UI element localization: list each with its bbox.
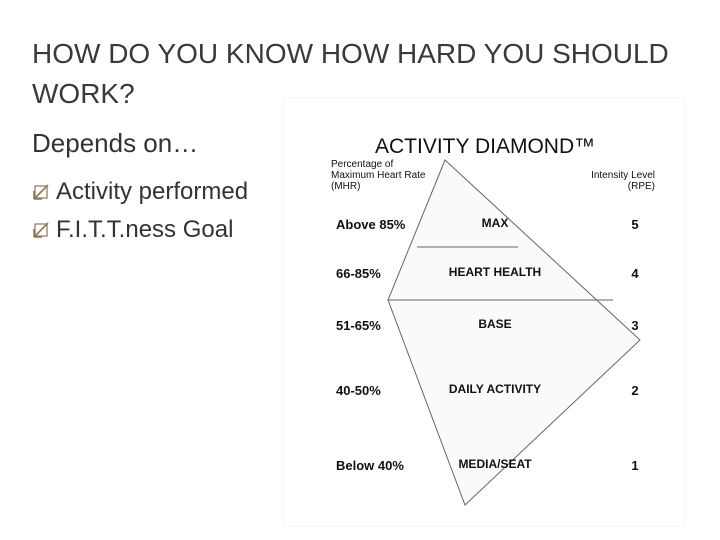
subtitle: Depends on… bbox=[32, 128, 199, 158]
row-label: MEDIA/SEAT bbox=[458, 457, 532, 471]
diamond bbox=[387, 159, 641, 506]
bullet-icon bbox=[33, 222, 49, 238]
row-label: MAX bbox=[482, 216, 509, 230]
row-percent: 66-85% bbox=[336, 266, 381, 281]
row-label: DAILY ACTIVITY bbox=[449, 382, 541, 396]
row-level: 3 bbox=[631, 318, 638, 333]
bullet-text: Activity performed bbox=[56, 178, 249, 205]
bullet-item: Activity performed bbox=[32, 178, 248, 206]
right-header: Intensity Level bbox=[591, 170, 655, 181]
row-label: HEART HEALTH bbox=[449, 265, 541, 279]
activity-diamond-image: ACTIVITY DIAMOND™ Percentage of Maximum … bbox=[283, 97, 685, 527]
left-header: Maximum Heart Rate bbox=[331, 170, 426, 181]
left-header: Percentage of bbox=[331, 159, 393, 170]
row-level: 2 bbox=[631, 383, 638, 398]
row-level: 1 bbox=[631, 458, 638, 473]
right-header: (RPE) bbox=[628, 181, 655, 192]
slide-title: HOW DO YOU KNOW HOW HARD YOU SHOULD WORK… bbox=[32, 38, 669, 109]
row-level: 4 bbox=[631, 266, 639, 281]
bullet-item: F.I.T.T.ness Goal bbox=[32, 216, 233, 244]
diagram-title: ACTIVITY DIAMOND™ bbox=[375, 135, 595, 158]
row-label: BASE bbox=[478, 317, 511, 331]
row-percent: Above 85% bbox=[336, 217, 406, 232]
bullet-icon bbox=[33, 184, 49, 200]
left-header: (MHR) bbox=[331, 181, 360, 192]
row-percent: 40-50% bbox=[336, 383, 381, 398]
row-percent: 51-65% bbox=[336, 318, 381, 333]
bullet-text: F.I.T.T.ness Goal bbox=[56, 216, 234, 243]
row-percent: Below 40% bbox=[336, 458, 404, 473]
row-level: 5 bbox=[631, 217, 638, 232]
